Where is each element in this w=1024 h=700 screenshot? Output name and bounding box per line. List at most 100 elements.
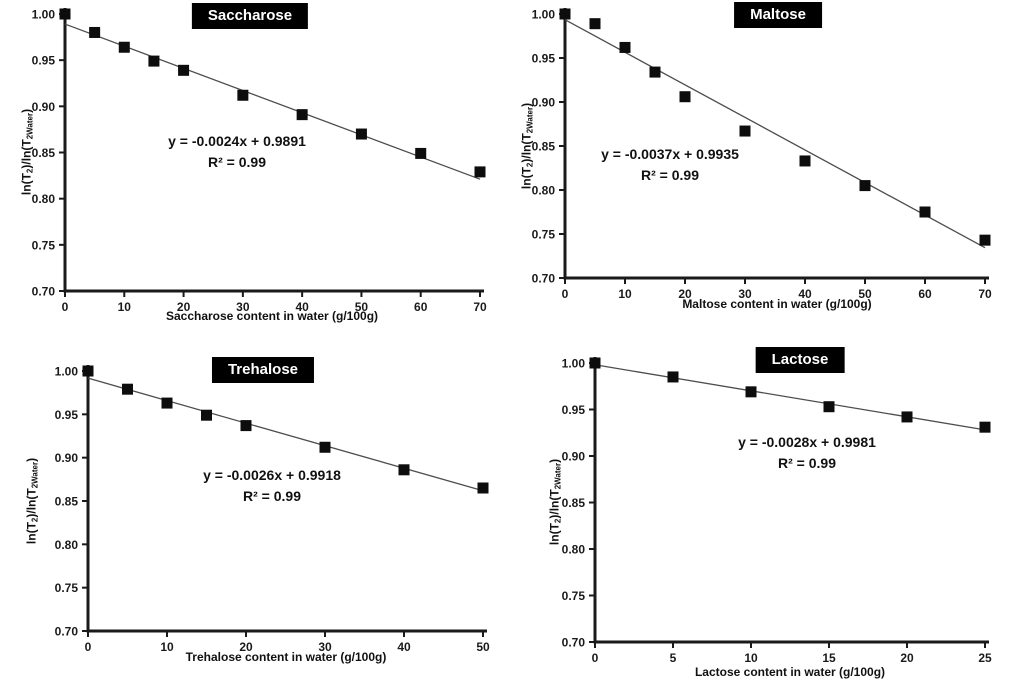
y-tick-label: 0.95	[562, 403, 586, 417]
x-axis-label-lactose: Lactose content in water (g/100g)	[694, 665, 886, 679]
y-axis-label-text: )	[24, 457, 39, 462]
y-tick-label: 0.80	[562, 543, 586, 557]
x-axis-label-saccharose: Saccharose content in water (g/100g)	[165, 309, 379, 323]
chart-title-lactose: Lactose	[755, 347, 845, 373]
data-point-marker	[667, 371, 679, 383]
x-tick-label: 20	[900, 651, 914, 665]
data-point-marker	[89, 26, 101, 38]
y-tick-label: 0.95	[32, 54, 56, 68]
equation-text: y = -0.0026x + 0.9918	[203, 467, 341, 483]
y-axis-label-text: )/ln(T	[547, 489, 562, 519]
x-tick-label: 10	[744, 651, 758, 665]
r-squared-text: R² = 0.99	[243, 488, 301, 504]
y-tick-label: 0.90	[562, 450, 586, 464]
y-tick-label: 0.75	[55, 581, 79, 595]
y-tick-label: 0.85	[532, 140, 556, 154]
data-point-marker	[398, 464, 410, 476]
data-point-marker	[415, 147, 427, 159]
data-point-marker	[477, 482, 489, 494]
x-tick-label: 40	[397, 640, 411, 654]
x-tick-label: 30	[236, 300, 250, 314]
y-tick-label: 0.70	[55, 625, 79, 639]
y-axis-label-text: ln(T	[547, 523, 562, 546]
x-tick-label: 20	[177, 300, 191, 314]
data-point-marker	[319, 441, 331, 453]
data-point-marker	[979, 234, 991, 246]
x-tick-label: 10	[118, 300, 132, 314]
r-squared-text: R² = 0.99	[208, 154, 266, 170]
y-axis-label-text: )/ln(T	[519, 133, 534, 163]
equation-text: y = -0.0037x + 0.9935	[601, 146, 739, 162]
data-point-marker	[859, 180, 871, 192]
data-point-marker	[799, 155, 811, 167]
x-axis-label-trehalose: Trehalose content in water (g/100g)	[185, 650, 387, 664]
data-point-marker	[201, 409, 212, 421]
y-axis-label-subscript: 2Water	[25, 112, 35, 140]
y-tick-label: 0.80	[532, 184, 556, 198]
x-tick-label: 10	[160, 640, 174, 654]
data-point-marker	[59, 8, 71, 20]
data-point-marker	[589, 357, 601, 369]
data-point-marker	[148, 55, 160, 67]
data-point-marker	[118, 41, 130, 53]
data-point-marker	[619, 41, 631, 53]
data-point-marker	[474, 166, 486, 178]
data-point-marker	[355, 128, 367, 140]
x-tick-label: 25	[978, 651, 992, 665]
y-axis-label-subscript: 2	[30, 517, 40, 523]
y-tick-label: 1.00	[562, 357, 586, 371]
y-tick-label: 0.70	[32, 285, 56, 299]
y-axis-label-subscript: 2Water	[525, 106, 535, 134]
y-tick-label: 0.90	[55, 451, 79, 465]
data-point-marker	[745, 386, 757, 398]
trendline-equation-saccharose: y = -0.0024x + 0.9891 R² = 0.99	[168, 131, 306, 173]
y-axis-label-text: )/ln(T	[24, 488, 39, 518]
trendline-equation-lactose: y = -0.0028x + 0.9981 R² = 0.99	[738, 432, 876, 474]
y-axis-label-text: ln(T	[24, 522, 39, 545]
x-tick-label: 15	[822, 651, 836, 665]
chart-title-trehalose: Trehalose	[211, 357, 315, 383]
data-point-marker	[122, 383, 133, 395]
x-tick-label: 60	[414, 300, 428, 314]
x-tick-label: 10	[618, 287, 632, 301]
y-axis-label-subscript: 2Water	[30, 461, 40, 489]
y-axis-label-maltose: ln(T2)/ln(T2Water)	[520, 103, 535, 189]
y-tick-label: 0.90	[32, 100, 56, 114]
x-tick-label: 5	[670, 651, 677, 665]
x-tick-label: 30	[318, 640, 332, 654]
y-tick-label: 0.75	[532, 228, 556, 242]
chart-saccharose: 1.00 0.95 0.90 0.85 0.80 0.75 0.70 0 10 20 30 40 50 6…	[32, 8, 487, 315]
x-axis-label-maltose: Maltose content in water (g/100g)	[682, 297, 872, 311]
x-tick-label: 70	[473, 300, 487, 314]
y-tick-label: 0.70	[532, 272, 556, 286]
y-tick-label: 1.00	[32, 8, 56, 22]
data-point-marker	[178, 64, 190, 76]
data-point-marker	[679, 91, 691, 103]
data-point-marker	[240, 420, 252, 432]
data-point-marker	[823, 401, 835, 413]
equation-text: y = -0.0024x + 0.9891	[168, 133, 306, 149]
x-tick-label: 20	[678, 287, 692, 301]
x-tick-label: 50	[858, 287, 872, 301]
x-tick-label: 50	[476, 640, 490, 654]
y-tick-label: 0.90	[532, 96, 556, 110]
y-axis-label-text: )	[19, 108, 34, 113]
y-tick-label: 0.80	[32, 192, 56, 206]
x-tick-label: 20	[239, 640, 253, 654]
x-tick-label: 40	[798, 287, 812, 301]
x-tick-label: 50	[355, 300, 369, 314]
chart-title-saccharose: Saccharose	[191, 3, 309, 29]
trendline	[87, 377, 484, 492]
data-point-marker	[589, 18, 601, 30]
data-point-marker	[919, 206, 931, 218]
x-tick-label: 0	[562, 287, 569, 301]
y-axis-label-lactose: ln(T2)/ln(T2Water)	[548, 459, 563, 545]
chart-maltose: 1.00 0.95 0.90 0.85 0.80 0.75 0.70 0 10 20 30 40 50 6…	[532, 8, 992, 302]
y-axis-label-text: ln(T	[19, 173, 34, 196]
y-tick-label: 0.85	[55, 495, 79, 509]
y-tick-label: 0.70	[562, 636, 586, 650]
trendline-equation-maltose: y = -0.0037x + 0.9935 R² = 0.99	[601, 144, 739, 186]
data-point-marker	[82, 365, 94, 377]
